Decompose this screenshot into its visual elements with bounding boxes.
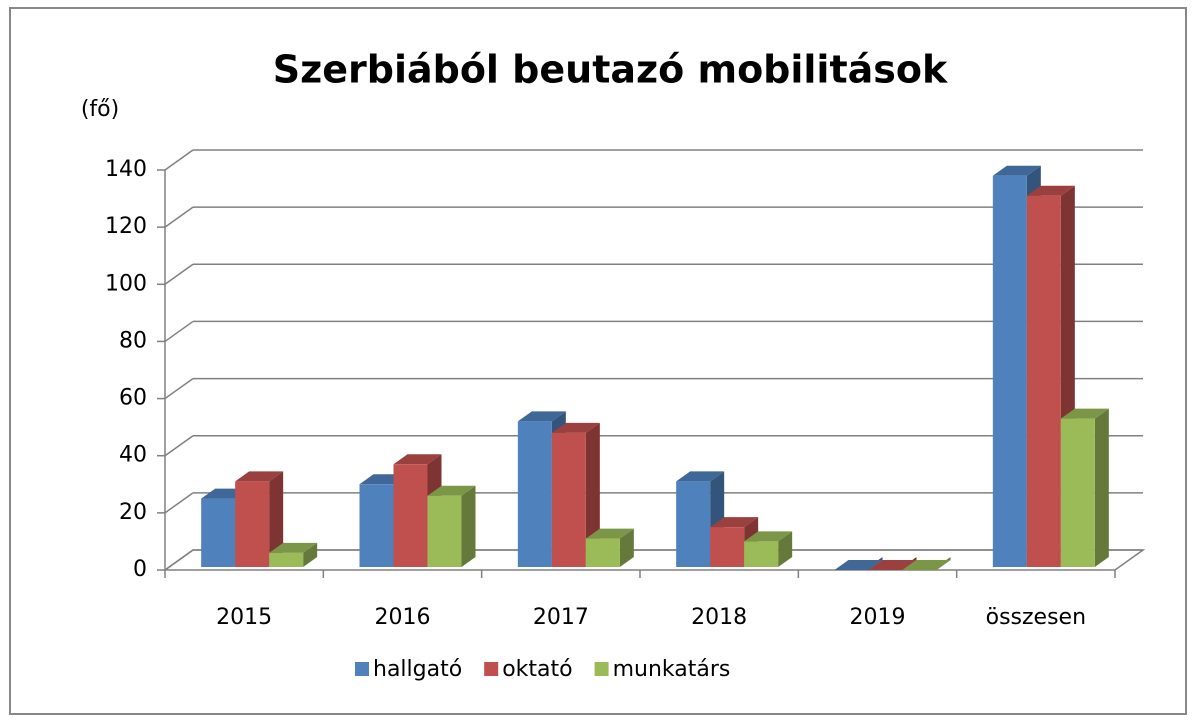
bar — [393, 464, 428, 567]
bar — [585, 538, 620, 567]
bar-top — [834, 560, 883, 570]
grid-line-side — [164, 263, 194, 285]
x-tick-label: összesen — [986, 605, 1086, 630]
bar — [551, 432, 586, 567]
x-tick-label: 2017 — [533, 605, 589, 630]
chart-title: Szerbiából beutazó mobilitások — [273, 48, 948, 92]
y-axis-label: (fő) — [81, 97, 119, 122]
bar — [235, 481, 270, 567]
bar — [359, 484, 394, 567]
bar-top — [676, 471, 725, 482]
legend-label: hallgató — [373, 657, 462, 682]
x-tick-label: 2019 — [850, 605, 906, 630]
bar — [744, 541, 779, 567]
bar — [992, 175, 1027, 567]
x-tick-label: 2016 — [375, 605, 431, 630]
legend-label: oktató — [502, 657, 572, 682]
bar-top — [427, 485, 476, 496]
bar-top — [585, 528, 634, 539]
bar-side — [1094, 408, 1109, 567]
x-tick-label: 2015 — [216, 605, 272, 630]
bar-side — [619, 528, 634, 567]
x-tick-label: 2018 — [691, 605, 747, 630]
y-tick-label: 40 — [119, 443, 147, 468]
y-tick-label: 100 — [105, 271, 147, 296]
grid-line-side — [164, 377, 194, 400]
bar — [1026, 195, 1061, 567]
bar-top — [744, 531, 793, 542]
bar-side — [461, 485, 476, 567]
bar-top — [902, 560, 951, 570]
bar — [427, 495, 462, 567]
grid-line-side — [164, 549, 194, 571]
legend-label: munkatárs — [613, 657, 731, 682]
bar-top — [517, 411, 566, 422]
y-tick-label: 140 — [105, 157, 147, 182]
bar-top — [235, 471, 284, 482]
y-tick-label: 120 — [105, 214, 147, 239]
bar-side — [778, 531, 793, 567]
legend-swatch — [484, 662, 499, 676]
chart-frame — [9, 7, 1187, 715]
legend-swatch — [355, 662, 369, 676]
grid-line-side — [164, 435, 194, 457]
y-tick-label: 20 — [119, 500, 147, 525]
y-tick-label: 60 — [119, 386, 147, 411]
bar — [710, 527, 745, 567]
bar-top — [551, 422, 600, 433]
bar-side — [269, 471, 284, 567]
bar-top — [1026, 185, 1075, 196]
grid-line-side — [164, 320, 194, 343]
bar-top — [868, 560, 917, 570]
grid-line-side — [164, 492, 194, 514]
grid-line-side — [164, 149, 194, 171]
bar — [201, 498, 236, 567]
bar-top — [1060, 408, 1109, 419]
grid-line-side — [164, 206, 194, 228]
y-tick-label: 0 — [133, 557, 147, 582]
legend-swatch — [594, 662, 609, 676]
bar-side — [303, 542, 318, 567]
bar-top — [710, 517, 759, 528]
y-tick-label: 80 — [119, 328, 147, 353]
bar-top — [992, 165, 1041, 176]
bar — [1060, 418, 1095, 567]
bar — [269, 552, 304, 567]
bar — [676, 481, 711, 567]
bar-top — [269, 542, 318, 553]
bar-side — [585, 422, 600, 567]
bar — [517, 421, 552, 567]
bar-top — [393, 454, 442, 465]
